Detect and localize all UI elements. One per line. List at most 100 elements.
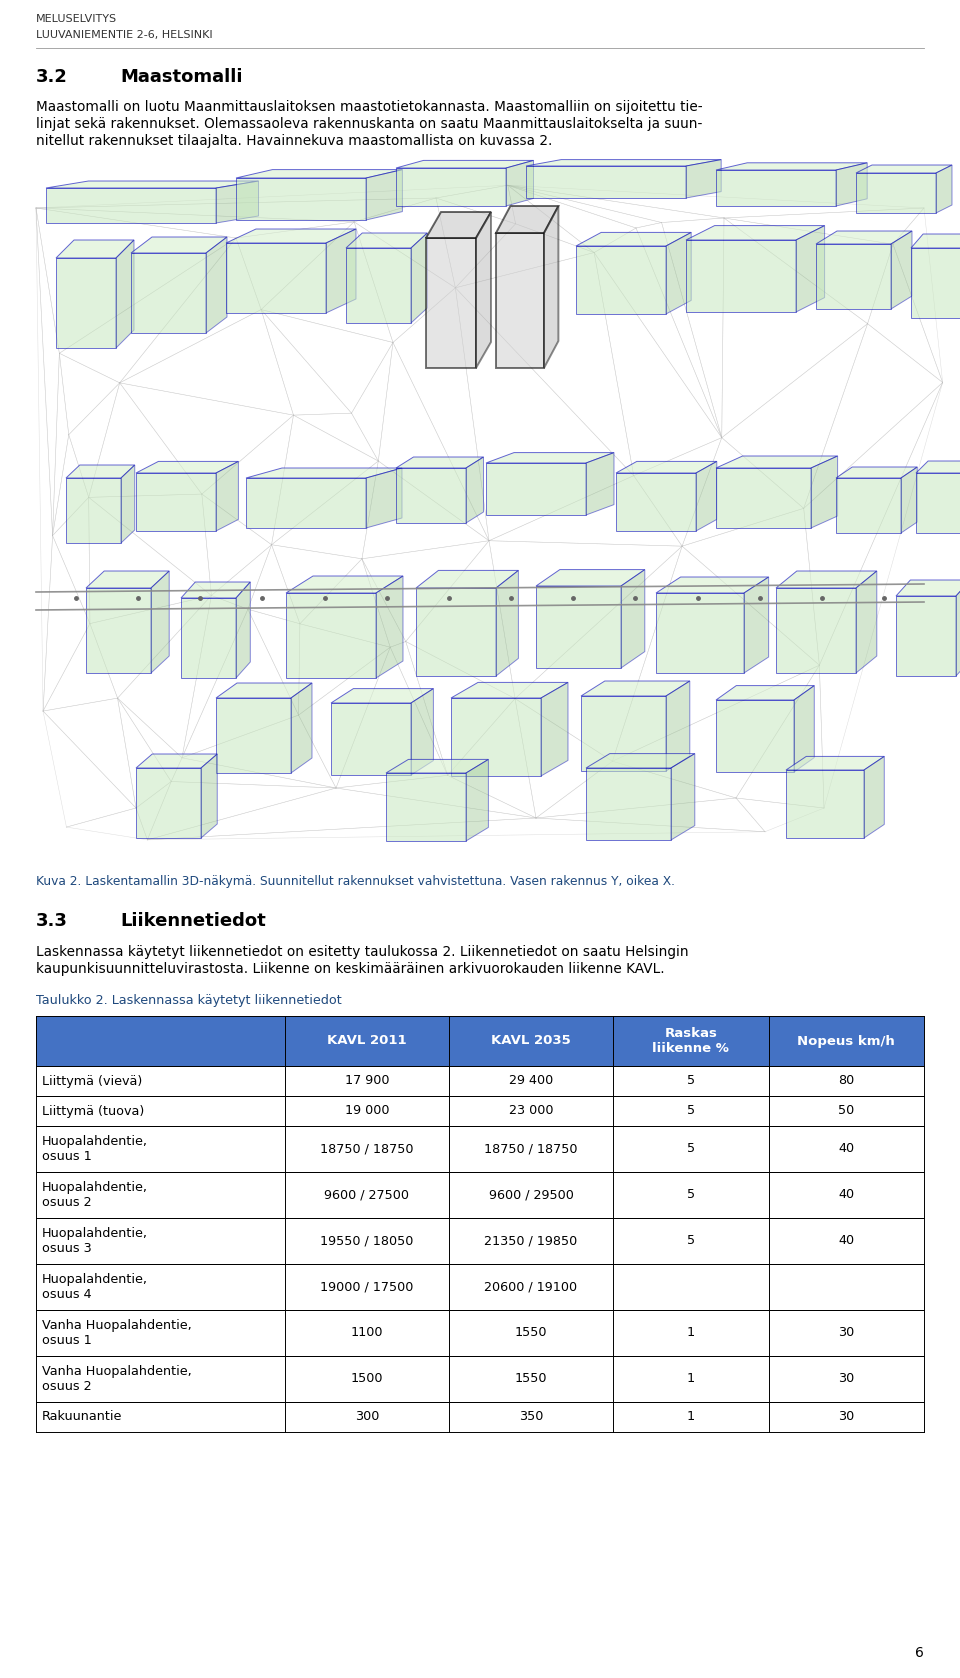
- Text: 23 000: 23 000: [509, 1104, 553, 1118]
- Polygon shape: [236, 169, 402, 178]
- Polygon shape: [541, 683, 568, 775]
- Polygon shape: [496, 233, 544, 367]
- Polygon shape: [856, 164, 952, 173]
- Polygon shape: [716, 456, 837, 468]
- Text: 18750 / 18750: 18750 / 18750: [320, 1143, 414, 1156]
- Bar: [36, 1218, 924, 1264]
- Bar: [36, 1126, 924, 1171]
- Polygon shape: [686, 240, 796, 312]
- Polygon shape: [776, 587, 856, 673]
- Polygon shape: [666, 681, 690, 770]
- Polygon shape: [836, 163, 867, 206]
- Polygon shape: [236, 178, 366, 220]
- Polygon shape: [586, 753, 695, 769]
- Text: 350: 350: [518, 1411, 543, 1423]
- Polygon shape: [246, 478, 366, 529]
- Polygon shape: [956, 581, 960, 676]
- Text: 19 000: 19 000: [345, 1104, 389, 1118]
- Polygon shape: [181, 582, 251, 597]
- Polygon shape: [891, 232, 912, 309]
- Polygon shape: [536, 569, 645, 586]
- Polygon shape: [526, 166, 686, 198]
- Text: Vanha Huopalahdentie,
osuus 2: Vanha Huopalahdentie, osuus 2: [42, 1364, 192, 1393]
- Polygon shape: [386, 774, 466, 841]
- Text: nitellut rakennukset tilaajalta. Havainnekuva maastomallista on kuvassa 2.: nitellut rakennukset tilaajalta. Havainn…: [36, 134, 552, 148]
- Polygon shape: [856, 173, 936, 213]
- Polygon shape: [416, 587, 496, 676]
- Text: 20600 / 19100: 20600 / 19100: [485, 1280, 578, 1294]
- Text: 80: 80: [838, 1074, 854, 1087]
- Polygon shape: [151, 571, 169, 673]
- Text: Taulukko 2. Laskennassa käytetyt liikennetiedot: Taulukko 2. Laskennassa käytetyt liikenn…: [36, 993, 342, 1007]
- Polygon shape: [836, 466, 917, 478]
- Text: 19550 / 18050: 19550 / 18050: [320, 1235, 414, 1247]
- Polygon shape: [586, 769, 671, 841]
- Polygon shape: [896, 581, 960, 596]
- Polygon shape: [286, 592, 376, 678]
- Text: Rakuunantie: Rakuunantie: [42, 1411, 122, 1423]
- Text: 19000 / 17500: 19000 / 17500: [320, 1280, 414, 1294]
- Polygon shape: [366, 169, 402, 220]
- Text: Huopalahdentie,
osuus 4: Huopalahdentie, osuus 4: [42, 1274, 148, 1300]
- Bar: [36, 1311, 924, 1356]
- Polygon shape: [666, 232, 691, 314]
- Polygon shape: [216, 181, 258, 223]
- Polygon shape: [416, 571, 518, 587]
- Polygon shape: [696, 461, 717, 530]
- Text: Nopeus km/h: Nopeus km/h: [798, 1035, 895, 1047]
- Text: 30: 30: [838, 1373, 854, 1386]
- Polygon shape: [426, 211, 491, 238]
- Text: KAVL 2011: KAVL 2011: [327, 1035, 407, 1047]
- Polygon shape: [656, 577, 769, 592]
- Text: 9600 / 29500: 9600 / 29500: [489, 1188, 573, 1201]
- Polygon shape: [486, 453, 614, 463]
- Polygon shape: [916, 461, 960, 473]
- Text: Liikennetiedot: Liikennetiedot: [120, 913, 266, 930]
- Text: linjat sekä rakennukset. Olemassaoleva rakennuskanta on saatu Maanmittauslaitoks: linjat sekä rakennukset. Olemassaoleva r…: [36, 117, 703, 131]
- Text: 40: 40: [838, 1188, 854, 1201]
- Bar: [36, 1096, 924, 1126]
- Polygon shape: [331, 703, 411, 775]
- Text: 50: 50: [838, 1104, 854, 1118]
- Text: MELUSELVITYS: MELUSELVITYS: [36, 13, 117, 23]
- Bar: [36, 1015, 924, 1066]
- Polygon shape: [216, 461, 238, 530]
- Polygon shape: [621, 569, 645, 668]
- Polygon shape: [586, 453, 614, 515]
- Text: Huopalahdentie,
osuus 1: Huopalahdentie, osuus 1: [42, 1134, 148, 1163]
- Text: 1550: 1550: [515, 1373, 547, 1386]
- Polygon shape: [136, 473, 216, 530]
- Polygon shape: [286, 576, 403, 592]
- Polygon shape: [56, 258, 116, 347]
- Polygon shape: [544, 206, 559, 367]
- Text: 1500: 1500: [350, 1373, 383, 1386]
- Polygon shape: [136, 753, 217, 769]
- Polygon shape: [56, 240, 134, 258]
- Polygon shape: [671, 753, 695, 841]
- Polygon shape: [896, 596, 956, 676]
- Text: Huopalahdentie,
osuus 2: Huopalahdentie, osuus 2: [42, 1181, 148, 1210]
- Polygon shape: [856, 571, 876, 673]
- Text: 9600 / 27500: 9600 / 27500: [324, 1188, 409, 1201]
- Polygon shape: [506, 161, 534, 206]
- Polygon shape: [216, 698, 291, 774]
- Polygon shape: [786, 770, 864, 837]
- Text: Laskennassa käytetyt liikennetiedot on esitetty taulukossa 2. Liikennetiedot on : Laskennassa käytetyt liikennetiedot on e…: [36, 945, 688, 960]
- Text: Vanha Huopalahdentie,
osuus 1: Vanha Huopalahdentie, osuus 1: [42, 1319, 192, 1347]
- Text: 40: 40: [838, 1143, 854, 1156]
- Polygon shape: [66, 465, 134, 478]
- Polygon shape: [581, 696, 666, 770]
- Text: 300: 300: [354, 1411, 379, 1423]
- Polygon shape: [686, 225, 825, 240]
- Text: 21350 / 19850: 21350 / 19850: [485, 1235, 578, 1247]
- Polygon shape: [346, 248, 411, 322]
- Polygon shape: [466, 456, 484, 524]
- Polygon shape: [536, 586, 621, 668]
- Polygon shape: [426, 238, 476, 367]
- Polygon shape: [396, 468, 466, 524]
- Polygon shape: [116, 240, 134, 347]
- Polygon shape: [451, 683, 568, 698]
- Polygon shape: [376, 576, 403, 678]
- Polygon shape: [66, 478, 121, 544]
- Bar: [36, 1356, 924, 1403]
